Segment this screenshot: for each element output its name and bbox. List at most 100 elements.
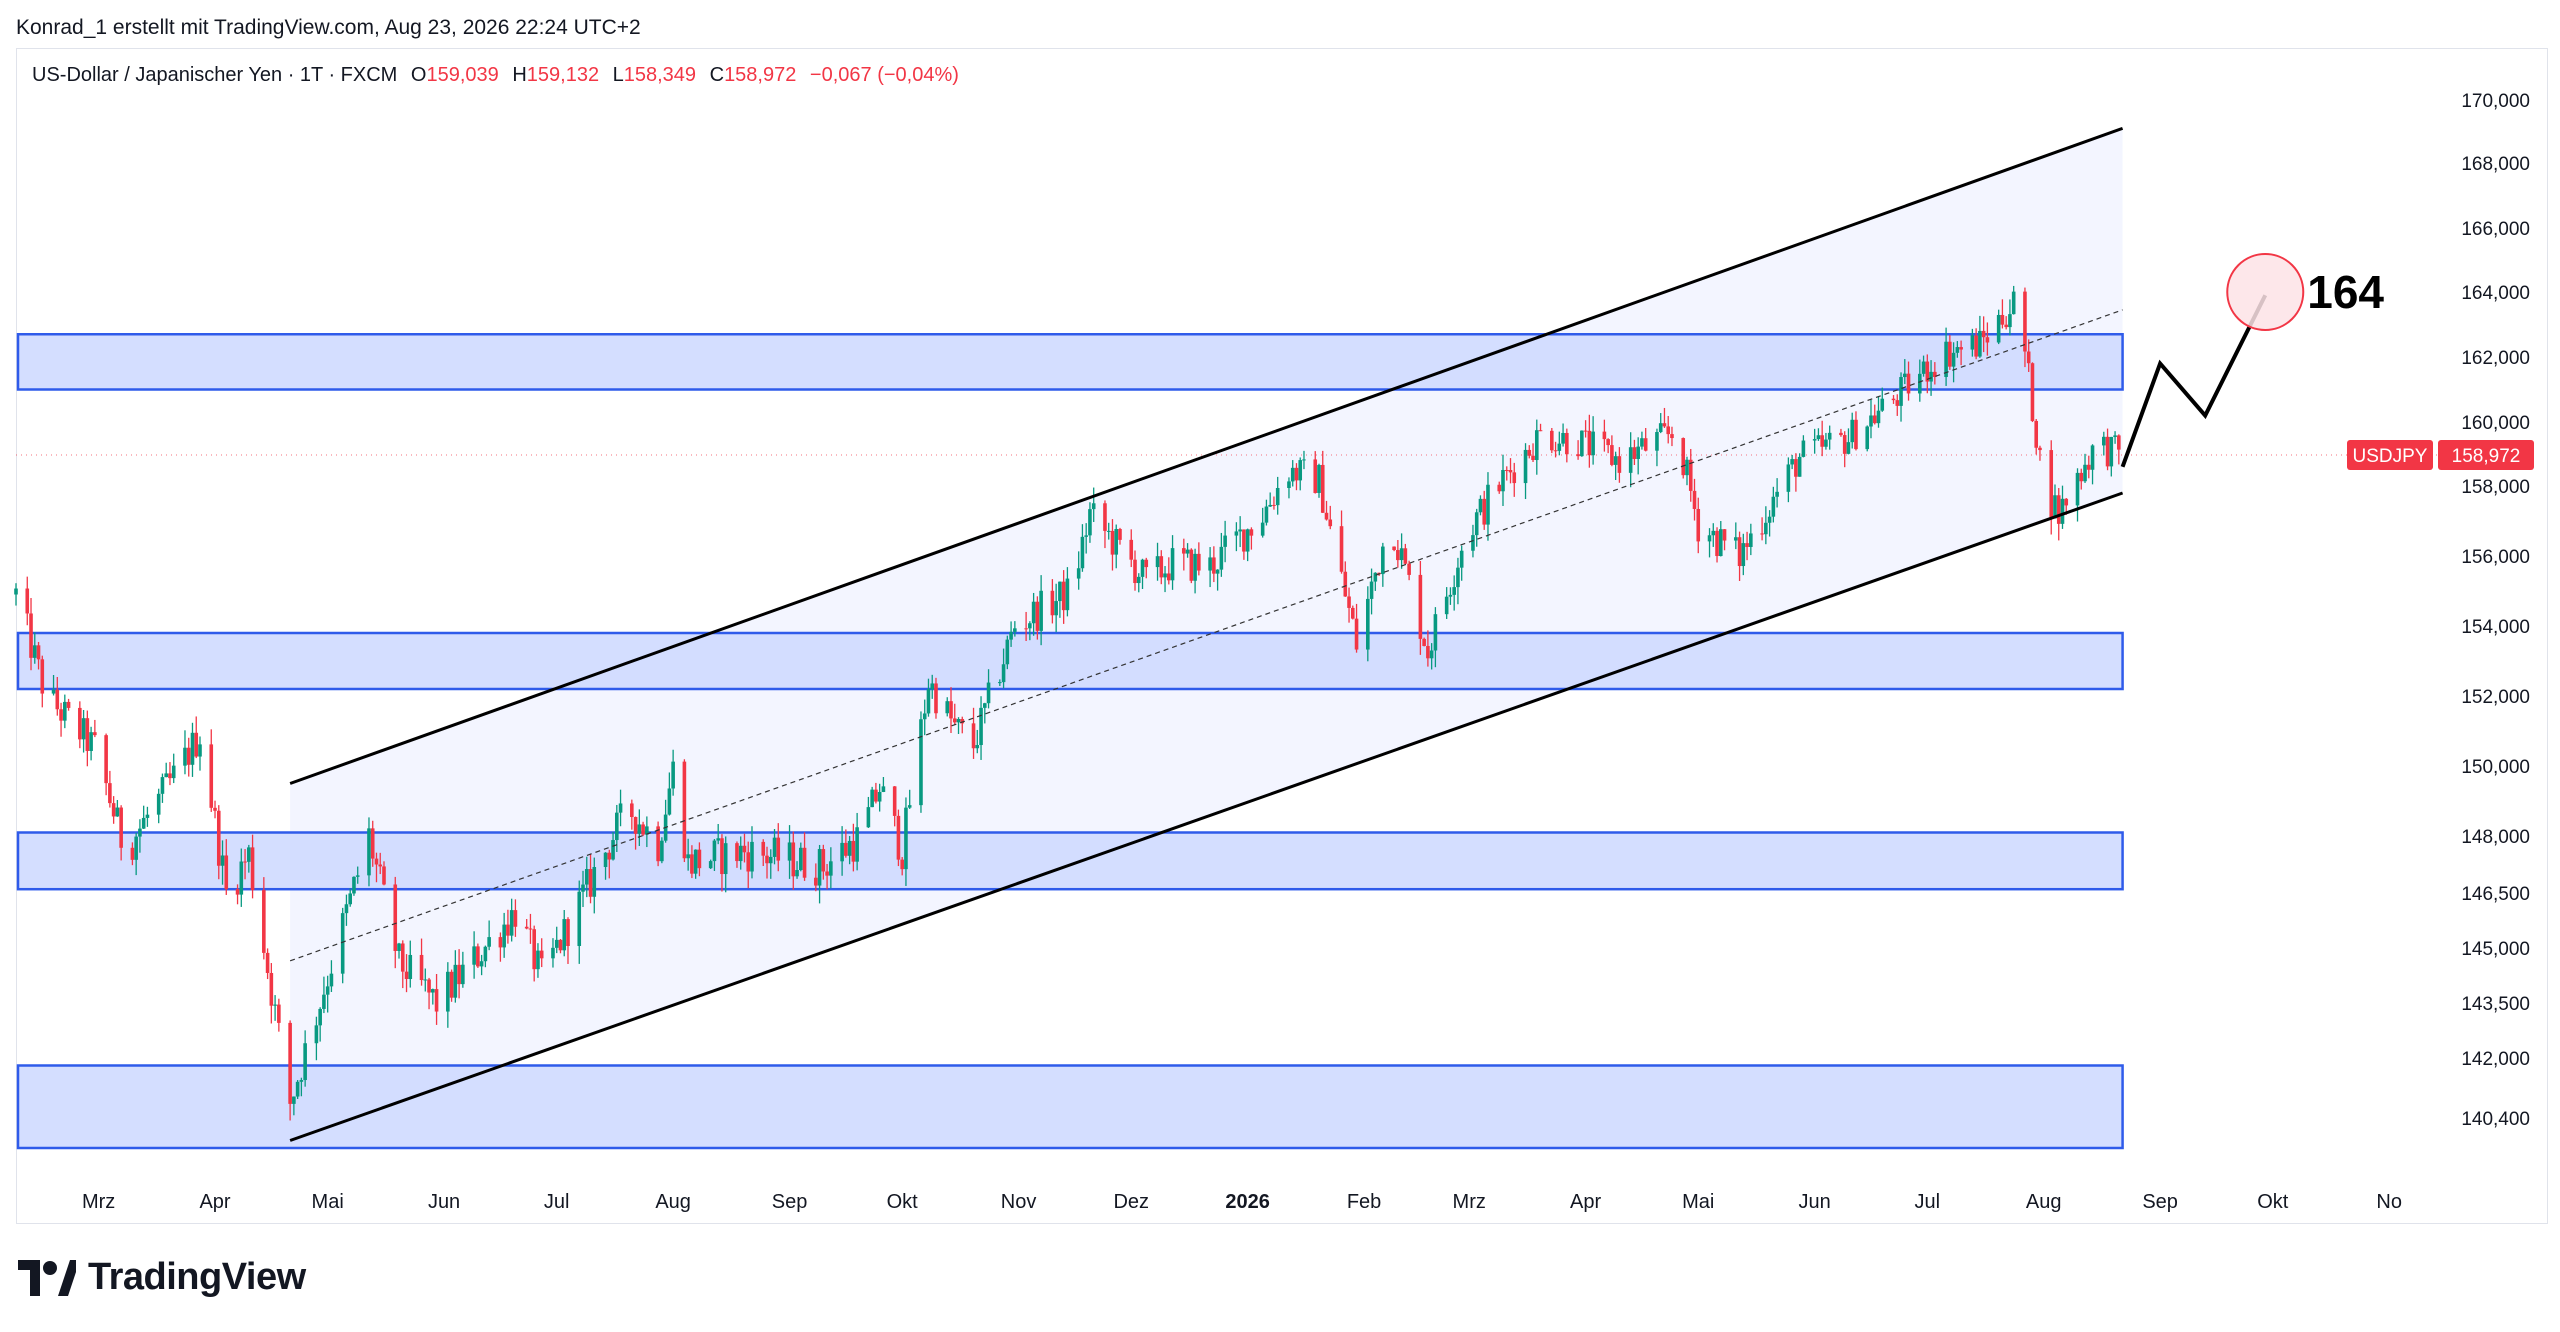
candle-body — [1347, 596, 1351, 608]
candle-body — [697, 849, 702, 869]
candle-body — [1824, 439, 1828, 447]
candle-body — [645, 826, 649, 835]
candle-body — [423, 979, 428, 981]
candle-body — [1944, 341, 1948, 377]
candle-body — [671, 761, 675, 789]
candle-body — [960, 718, 965, 724]
price-tag: USDJPY 158,972 — [2347, 439, 2534, 470]
candle-body — [1290, 467, 1295, 482]
candle-body — [1711, 530, 1716, 536]
x-tick-label: Feb — [1347, 1191, 1381, 1213]
candle-body — [2083, 464, 2087, 482]
candle-body — [427, 979, 431, 993]
candle-body — [1839, 432, 1843, 436]
candle-body — [397, 943, 401, 951]
candle-body — [1794, 459, 1798, 477]
candle-body — [693, 849, 698, 874]
candle-body — [1448, 594, 1453, 597]
candle-body — [949, 701, 953, 719]
candle-body — [1974, 335, 1978, 357]
candle-body — [802, 847, 807, 878]
x-tick-label: Apr — [199, 1191, 230, 1213]
candle-body — [554, 939, 559, 948]
candle-body — [1749, 533, 1753, 547]
candle-body — [1580, 430, 1584, 457]
candle-body — [348, 893, 352, 905]
candle-body — [250, 847, 255, 891]
last-price-tag — [2438, 439, 2534, 470]
candle-body — [1707, 535, 1712, 542]
candle-body — [1846, 442, 1851, 454]
candle-body — [1268, 504, 1272, 507]
candle-body — [656, 826, 660, 862]
price-chart[interactable]: 164 170,000168,000166,000164,000162,0001… — [0, 0, 2560, 1250]
candle-body — [2117, 435, 2121, 450]
candle-body — [449, 971, 454, 998]
x-tick-label: 2026 — [1225, 1191, 1270, 1213]
candle-body — [738, 845, 743, 862]
x-tick-label: Jun — [428, 1191, 460, 1213]
candle-body — [1891, 398, 1896, 401]
candle-body — [483, 946, 488, 962]
candle-body — [1527, 449, 1532, 456]
candle-body — [1426, 645, 1430, 659]
candle-body — [1482, 498, 1487, 525]
candle-body — [558, 939, 563, 951]
candle-body — [2026, 351, 2031, 364]
candle-body — [171, 765, 176, 779]
candle-body — [1696, 508, 1701, 542]
candle-body — [690, 854, 694, 874]
candle-body — [29, 613, 33, 658]
candle-body — [855, 827, 859, 862]
tradingview-brand[interactable]: TradingView — [18, 1256, 306, 1299]
candle-body — [1223, 535, 1227, 547]
candle-body — [367, 828, 371, 876]
candle-body — [55, 689, 60, 710]
candle-body — [536, 950, 540, 970]
candle-body — [1459, 550, 1464, 568]
candle-body — [108, 783, 112, 804]
candle-body — [487, 937, 491, 947]
candle-body — [1662, 423, 1667, 427]
chart-frame[interactable] — [16, 48, 2548, 1224]
candle-body — [476, 946, 480, 967]
candle-body — [892, 786, 897, 816]
candle-body — [1444, 596, 1449, 615]
candle-body — [896, 815, 901, 860]
candle-body — [1613, 456, 1618, 465]
candle-body — [378, 864, 383, 867]
candle-body — [1587, 430, 1592, 456]
candle-body — [1538, 430, 1543, 432]
candle-body — [2004, 324, 2008, 328]
candle-body — [1238, 529, 1242, 532]
candle-body — [956, 718, 961, 723]
candle-body — [1061, 581, 1066, 611]
y-tick-label: 145,000 — [2461, 939, 2530, 960]
candle-body — [1872, 415, 1877, 424]
candle-body — [615, 812, 619, 841]
candle-body — [1474, 512, 1479, 536]
candle-body — [1343, 571, 1348, 597]
candle-body — [502, 924, 506, 948]
candle-body — [720, 838, 724, 875]
symbol-tag — [2347, 439, 2433, 470]
candle-body — [1948, 341, 1952, 367]
candle-body — [2079, 472, 2084, 482]
candle-body — [183, 747, 187, 766]
symbol-legend: US-Dollar / Japanischer Yen · 1T · FXCM … — [32, 64, 959, 87]
candle-body — [907, 805, 912, 808]
candle-body — [821, 849, 826, 872]
zone-1 — [16, 333, 2124, 391]
candle-body — [1005, 639, 1010, 665]
candle-body — [1140, 559, 1145, 577]
candle-body — [603, 852, 608, 868]
y-tick-label: 152,000 — [2461, 687, 2530, 708]
candle-body — [1760, 533, 1764, 535]
candle-body — [1136, 576, 1141, 584]
candle-body — [1264, 506, 1269, 523]
candle-body — [1369, 581, 1374, 599]
candle-body — [265, 952, 270, 973]
candle-body — [2053, 495, 2057, 519]
candle-body — [1978, 330, 1982, 357]
candle-body — [641, 824, 645, 835]
